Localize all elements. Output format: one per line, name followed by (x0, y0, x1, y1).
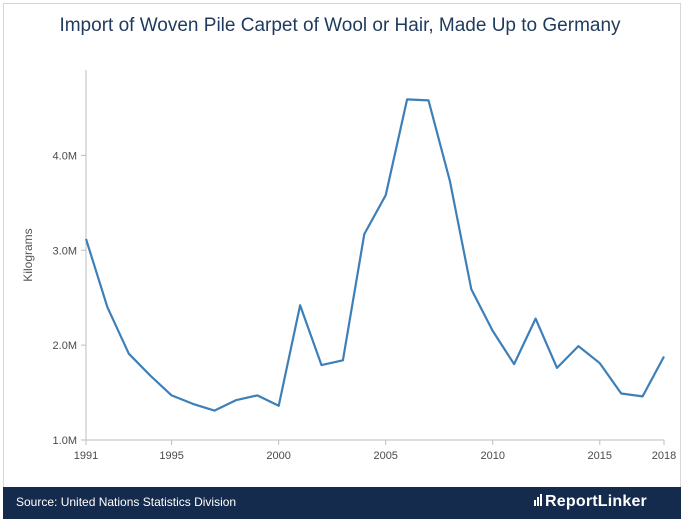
data-point[interactable] (298, 303, 303, 308)
data-point[interactable] (191, 401, 196, 406)
data-point[interactable] (662, 354, 667, 359)
x-tick-label: 2000 (266, 450, 290, 462)
data-point[interactable] (640, 394, 645, 399)
x-tick-label: 2005 (373, 450, 397, 462)
data-point[interactable] (405, 97, 410, 102)
data-point[interactable] (383, 193, 388, 198)
data-point[interactable] (426, 98, 431, 103)
data-point[interactable] (148, 373, 153, 378)
chart-frame (3, 3, 681, 519)
source-text: Source: United Nations Statistics Divisi… (16, 495, 237, 509)
chart-title: Import of Woven Pile Carpet of Wool or H… (59, 15, 621, 36)
data-point[interactable] (576, 344, 581, 349)
data-point[interactable] (554, 365, 559, 370)
data-point[interactable] (169, 393, 174, 398)
bar-chart-icon (534, 493, 543, 511)
y-tick-label: 3.0M (53, 245, 77, 257)
y-tick-label: 2.0M (53, 340, 77, 352)
data-point[interactable] (319, 363, 324, 368)
footer-bar: Source: United Nations Statistics Divisi… (3, 487, 681, 519)
x-tick-label: 2015 (588, 450, 612, 462)
data-point[interactable] (340, 358, 345, 363)
data-point[interactable] (490, 328, 495, 333)
data-point[interactable] (512, 362, 517, 367)
data-point[interactable] (533, 316, 538, 321)
y-tick-label: 1.0M (53, 435, 77, 447)
x-axis: 1991 1995 2000 2005 2010 2015 2018 (74, 439, 676, 462)
y-axis-label: Kilograms (21, 228, 35, 281)
y-axis: 1.0M 2.0M 3.0M 4.0M (53, 70, 87, 447)
y-tick-label: 4.0M (53, 150, 77, 162)
data-point[interactable] (597, 361, 602, 366)
x-tick-label: 1991 (74, 450, 98, 462)
data-point[interactable] (469, 287, 474, 292)
data-point[interactable] (447, 179, 452, 184)
data-points (84, 97, 667, 413)
data-point[interactable] (105, 305, 110, 310)
data-point[interactable] (362, 232, 367, 237)
data-point[interactable] (276, 403, 281, 408)
brand-logo[interactable]: ReportLinker (534, 493, 647, 511)
x-tick-label: 2018 (652, 450, 676, 462)
data-point[interactable] (212, 408, 217, 413)
data-point[interactable] (619, 391, 624, 396)
data-point[interactable] (84, 236, 89, 241)
series-line (84, 98, 665, 412)
x-tick-label: 1995 (159, 450, 183, 462)
x-tick-label: 2010 (480, 450, 504, 462)
data-point[interactable] (126, 351, 131, 356)
data-point[interactable] (255, 393, 260, 398)
brand-name: ReportLinker (545, 493, 647, 510)
data-point[interactable] (233, 398, 238, 403)
